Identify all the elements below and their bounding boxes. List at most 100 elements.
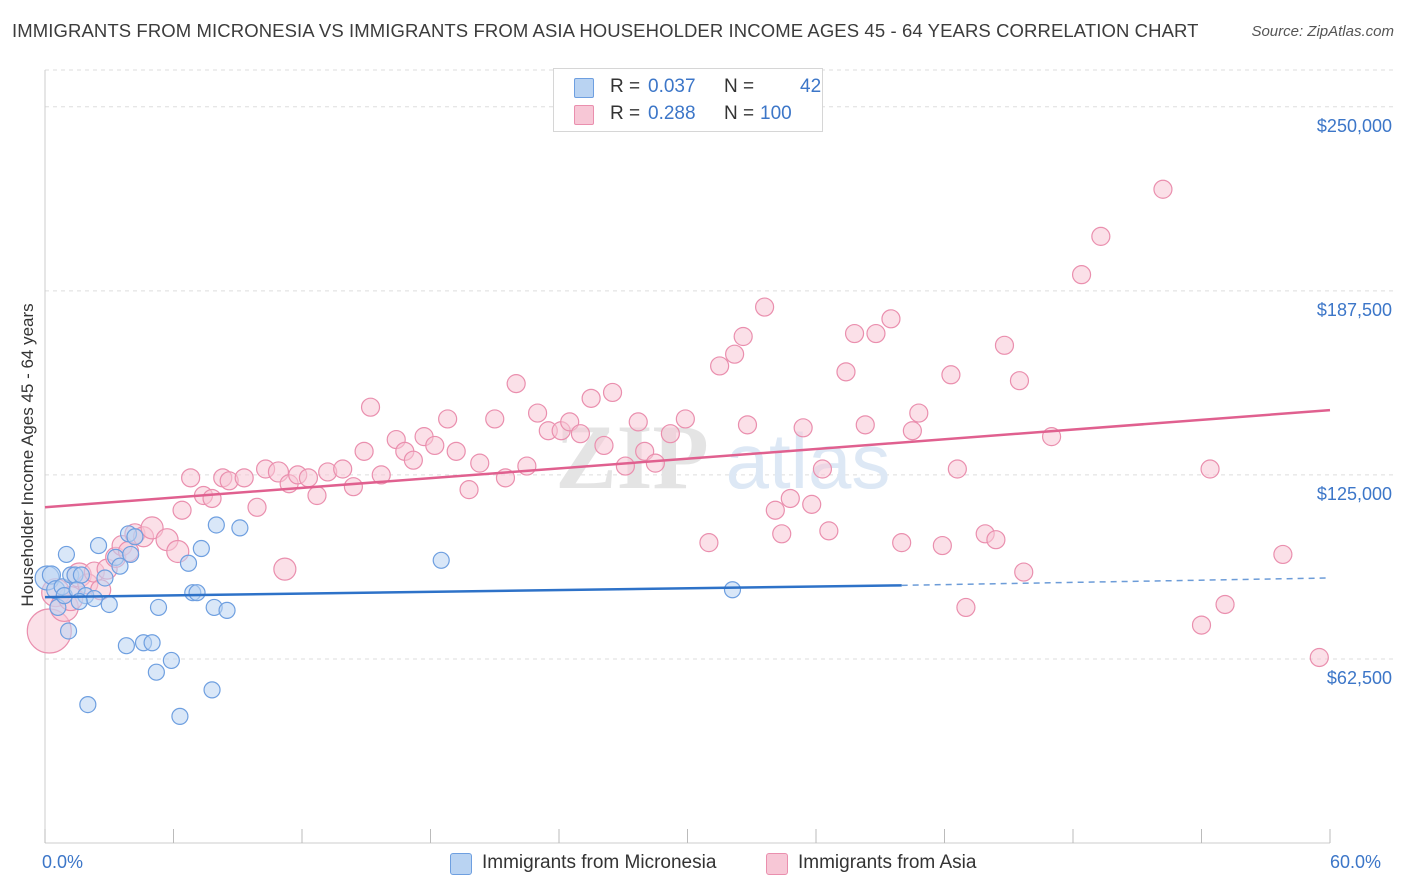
data-point (231, 519, 249, 537)
data-point (203, 681, 221, 699)
data-point (855, 415, 875, 435)
data-point (1215, 594, 1235, 615)
data-point (470, 453, 490, 473)
asia-trend-line (44, 408, 1331, 509)
data-point (723, 581, 742, 599)
data-point (570, 424, 591, 444)
data-point (143, 634, 161, 652)
data-point (459, 480, 479, 500)
y-tick-label: $62,500 (1326, 667, 1392, 688)
data-point (172, 500, 192, 520)
legend-r-micronesia: 0.037 (648, 76, 696, 97)
data-point (247, 497, 267, 517)
y-tick-label: $125,000 (1316, 483, 1392, 504)
data-point (812, 459, 833, 479)
asia-points (26, 179, 1329, 668)
legend-n-asia: 100 (760, 103, 792, 124)
legend-n-label: N = (724, 103, 755, 124)
data-point (1091, 226, 1111, 246)
data-point (932, 535, 952, 556)
data-point (147, 663, 165, 681)
data-point (947, 459, 967, 479)
data-point (192, 539, 210, 558)
y-axis-title: Householder Income Ages 45 - 64 years (18, 303, 37, 607)
data-point (100, 595, 118, 614)
data-point (354, 441, 374, 461)
data-point (438, 409, 458, 429)
micronesia-points (34, 516, 742, 725)
data-point (628, 412, 648, 432)
data-point (59, 622, 78, 640)
data-point (218, 601, 236, 619)
data-point (1153, 179, 1173, 199)
data-point (360, 397, 381, 417)
data-point (733, 326, 753, 347)
chart-title: IMMIGRANTS FROM MICRONESIA VS IMMIGRANTS… (12, 20, 1199, 41)
data-point (371, 465, 391, 485)
data-point (162, 651, 180, 670)
data-point (1200, 459, 1220, 479)
data-point (506, 374, 526, 394)
data-point (909, 403, 929, 423)
micronesia-trend-line (44, 584, 902, 599)
data-point (793, 418, 813, 438)
data-point (307, 485, 327, 506)
data-point (202, 488, 222, 509)
data-point (111, 557, 129, 575)
bottom-legend-asia-label: Immigrants from Asia (798, 852, 977, 873)
data-point (207, 516, 225, 534)
data-point (188, 584, 206, 602)
bottom-legend-micronesia-label: Immigrants from Micronesia (482, 852, 717, 873)
data-point (171, 707, 189, 725)
data-point (273, 557, 297, 581)
data-point (892, 533, 912, 553)
data-point (819, 521, 839, 541)
data-point (149, 598, 168, 617)
micronesia-swatch (574, 78, 594, 98)
data-point (941, 365, 961, 385)
x-tick-label-min: 0.0% (42, 852, 84, 872)
data-point (615, 456, 635, 476)
data-point (645, 453, 665, 473)
data-point (122, 545, 140, 564)
data-point (881, 309, 901, 329)
legend-r-label: R = (610, 76, 641, 97)
data-point (754, 297, 775, 317)
data-point (79, 695, 97, 714)
data-point (1014, 562, 1034, 582)
data-point (527, 403, 548, 423)
data-point (710, 356, 730, 376)
data-point (902, 421, 922, 441)
data-point (72, 566, 91, 584)
data-point (234, 468, 254, 488)
data-point (1009, 371, 1030, 391)
data-point (780, 488, 800, 509)
data-point (181, 468, 201, 488)
source-credit: Source: ZipAtlas.com (1251, 23, 1394, 40)
data-point (485, 409, 505, 429)
legend-r-asia: 0.288 (648, 103, 696, 124)
data-point (126, 528, 144, 546)
data-point (737, 415, 758, 435)
data-point (117, 637, 135, 655)
data-point (298, 468, 319, 488)
y-tick-label: $187,500 (1316, 299, 1392, 320)
asia-swatch (766, 853, 788, 875)
data-point (1273, 544, 1293, 565)
data-point (956, 597, 976, 618)
trend-lines (44, 408, 1331, 599)
data-point (403, 450, 423, 470)
data-point (57, 545, 76, 564)
data-point (765, 500, 785, 520)
y-tick-label: $250,000 (1316, 115, 1392, 136)
data-point (772, 524, 792, 544)
legend-n-micronesia: 42 (800, 76, 822, 97)
data-point (1191, 615, 1212, 635)
data-point (1309, 647, 1329, 668)
micronesia-swatch (450, 853, 472, 875)
data-point (343, 477, 363, 497)
asia-swatch (574, 105, 594, 125)
data-point (446, 441, 466, 461)
data-point (1071, 265, 1092, 285)
correlation-legend: R = 0.037 N = 42 R = 0.288 N = 100 (553, 68, 823, 132)
